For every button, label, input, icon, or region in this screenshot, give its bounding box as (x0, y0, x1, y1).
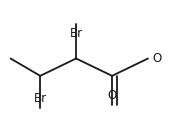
Text: O: O (152, 52, 162, 65)
Text: O: O (108, 89, 117, 102)
Text: Br: Br (34, 92, 47, 105)
Text: Br: Br (70, 27, 83, 40)
